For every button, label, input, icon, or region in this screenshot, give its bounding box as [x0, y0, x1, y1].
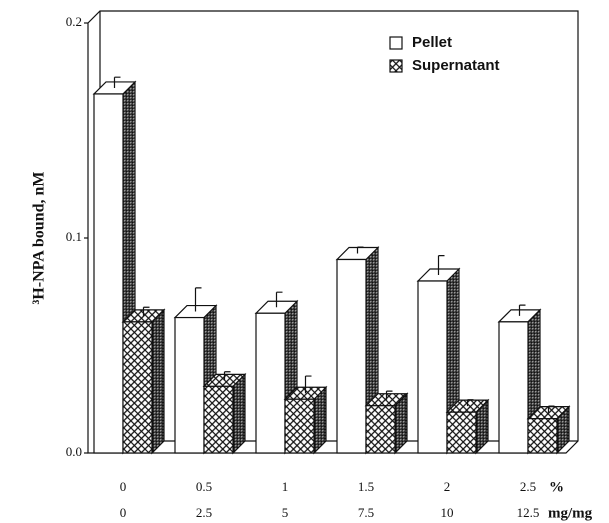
- y-tick-label: 0.0: [66, 444, 82, 459]
- bar-side: [232, 372, 246, 455]
- x-tick-label-2: 2.5: [196, 505, 212, 520]
- bar: [174, 316, 205, 454]
- x-tick-label-2: 0: [120, 505, 127, 520]
- error-bar: [113, 76, 121, 88]
- error-bar: [142, 306, 150, 316]
- bar: [527, 418, 558, 454]
- bar: [255, 312, 286, 454]
- legend-swatch: [389, 59, 403, 73]
- bar: [93, 93, 124, 454]
- error-bar: [223, 371, 231, 381]
- legend-label: Pellet: [412, 34, 452, 51]
- error-bar: [518, 304, 526, 316]
- bar: [203, 385, 234, 454]
- bar: [336, 258, 367, 454]
- error-bar: [356, 246, 364, 254]
- x-unit: %: [549, 479, 564, 495]
- error-bar: [547, 405, 555, 413]
- y-tick-label: 0.2: [66, 14, 82, 29]
- x-tick-label-2: 7.5: [358, 505, 374, 520]
- error-bar: [194, 287, 202, 312]
- x-tick-label-2: 12.5: [517, 505, 540, 520]
- x-tick-label: 1.5: [358, 479, 374, 494]
- x-tick-label: 2: [444, 479, 451, 494]
- bar: [417, 280, 448, 454]
- y-axis-label: ³H-NPA bound, nM: [31, 172, 48, 305]
- bar: [284, 398, 315, 454]
- x-tick-label: 0.5: [196, 479, 212, 494]
- error-bar: [275, 291, 283, 308]
- legend-swatch: [389, 36, 403, 50]
- x-unit: mg/mg: [548, 505, 593, 521]
- error-bar: [437, 255, 445, 275]
- legend-label: Supernatant: [412, 57, 500, 74]
- bar: [498, 321, 529, 454]
- error-bar: [385, 390, 393, 400]
- x-tick-label-2: 10: [441, 505, 454, 520]
- bar: [365, 405, 396, 454]
- bar: [122, 321, 153, 454]
- bar-side: [151, 308, 165, 455]
- error-bar: [466, 399, 474, 407]
- x-tick-label-2: 5: [282, 505, 289, 520]
- error-bar: [304, 375, 312, 394]
- x-tick-label: 2.5: [520, 479, 536, 494]
- x-tick-label: 1: [282, 479, 289, 494]
- y-tick-label: 0.1: [66, 229, 82, 244]
- bar: [446, 411, 477, 454]
- x-tick-label: 0: [120, 479, 127, 494]
